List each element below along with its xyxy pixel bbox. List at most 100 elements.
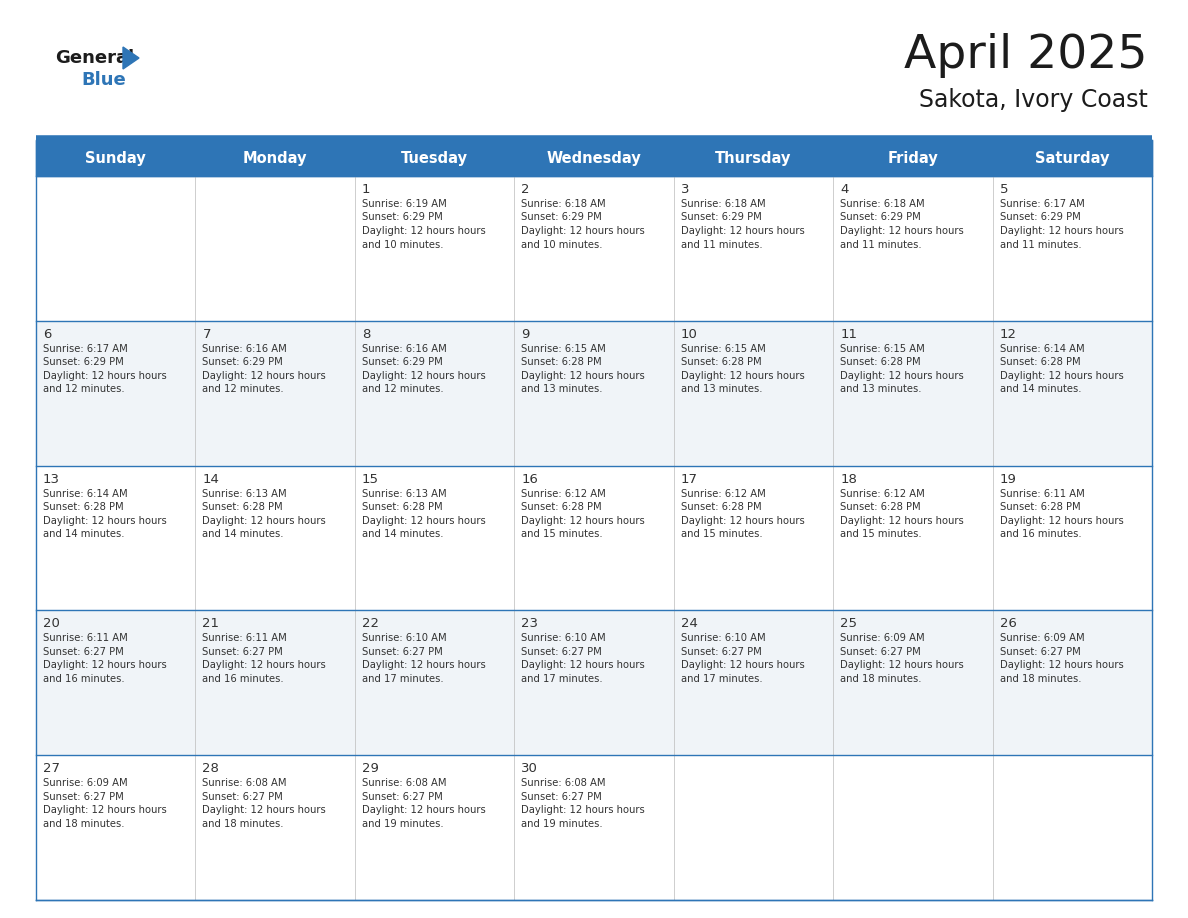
Text: 4: 4 (840, 183, 848, 196)
Text: Daylight: 12 hours hours: Daylight: 12 hours hours (522, 516, 645, 526)
Text: Daylight: 12 hours hours: Daylight: 12 hours hours (362, 226, 486, 236)
Text: and 11 minutes.: and 11 minutes. (681, 240, 763, 250)
Text: and 12 minutes.: and 12 minutes. (43, 385, 125, 395)
Text: 22: 22 (362, 618, 379, 631)
Text: Monday: Monday (242, 151, 308, 165)
Text: Sunset: 6:27 PM: Sunset: 6:27 PM (362, 647, 443, 657)
Text: Sunday: Sunday (86, 151, 146, 165)
Text: 27: 27 (43, 762, 61, 775)
Text: Sunrise: 6:12 AM: Sunrise: 6:12 AM (681, 488, 765, 498)
Text: and 18 minutes.: and 18 minutes. (840, 674, 922, 684)
Text: Daylight: 12 hours hours: Daylight: 12 hours hours (362, 805, 486, 815)
Text: and 14 minutes.: and 14 minutes. (202, 529, 284, 539)
Text: Sunset: 6:29 PM: Sunset: 6:29 PM (362, 357, 443, 367)
Text: Sunrise: 6:11 AM: Sunrise: 6:11 AM (999, 488, 1085, 498)
Text: Daylight: 12 hours hours: Daylight: 12 hours hours (202, 805, 327, 815)
Text: 6: 6 (43, 328, 51, 341)
Bar (36, 610, 1152, 756)
Text: and 13 minutes.: and 13 minutes. (681, 385, 763, 395)
Text: Daylight: 12 hours hours: Daylight: 12 hours hours (522, 371, 645, 381)
Text: 15: 15 (362, 473, 379, 486)
Text: Sunrise: 6:17 AM: Sunrise: 6:17 AM (43, 344, 128, 353)
Text: and 14 minutes.: and 14 minutes. (43, 529, 125, 539)
Text: and 11 minutes.: and 11 minutes. (999, 240, 1081, 250)
Text: and 19 minutes.: and 19 minutes. (362, 819, 443, 829)
Text: Sunrise: 6:11 AM: Sunrise: 6:11 AM (202, 633, 287, 644)
Bar (36, 176, 1152, 320)
Text: and 16 minutes.: and 16 minutes. (202, 674, 284, 684)
Text: Wednesday: Wednesday (546, 151, 642, 165)
Text: and 16 minutes.: and 16 minutes. (43, 674, 125, 684)
Text: Daylight: 12 hours hours: Daylight: 12 hours hours (681, 371, 804, 381)
Text: Daylight: 12 hours hours: Daylight: 12 hours hours (999, 371, 1124, 381)
Text: Thursday: Thursday (715, 151, 791, 165)
Text: and 17 minutes.: and 17 minutes. (522, 674, 604, 684)
Text: Sunset: 6:29 PM: Sunset: 6:29 PM (202, 357, 283, 367)
Text: Daylight: 12 hours hours: Daylight: 12 hours hours (840, 371, 963, 381)
Text: Daylight: 12 hours hours: Daylight: 12 hours hours (43, 805, 166, 815)
Text: Sunset: 6:27 PM: Sunset: 6:27 PM (681, 647, 762, 657)
Bar (36, 756, 1152, 900)
Text: Sunrise: 6:08 AM: Sunrise: 6:08 AM (522, 778, 606, 789)
Text: Sunrise: 6:15 AM: Sunrise: 6:15 AM (681, 344, 765, 353)
Text: 7: 7 (202, 328, 211, 341)
Text: Daylight: 12 hours hours: Daylight: 12 hours hours (999, 516, 1124, 526)
Text: Tuesday: Tuesday (402, 151, 468, 165)
Text: Daylight: 12 hours hours: Daylight: 12 hours hours (999, 226, 1124, 236)
Text: Sunrise: 6:17 AM: Sunrise: 6:17 AM (999, 199, 1085, 209)
Text: and 18 minutes.: and 18 minutes. (43, 819, 125, 829)
Text: Daylight: 12 hours hours: Daylight: 12 hours hours (362, 660, 486, 670)
Bar (36, 320, 1152, 465)
Text: Daylight: 12 hours hours: Daylight: 12 hours hours (840, 516, 963, 526)
Text: and 15 minutes.: and 15 minutes. (840, 529, 922, 539)
Text: and 17 minutes.: and 17 minutes. (681, 674, 763, 684)
Text: Daylight: 12 hours hours: Daylight: 12 hours hours (43, 660, 166, 670)
Text: Sunset: 6:27 PM: Sunset: 6:27 PM (522, 647, 602, 657)
Text: and 10 minutes.: and 10 minutes. (522, 240, 602, 250)
Text: Daylight: 12 hours hours: Daylight: 12 hours hours (681, 226, 804, 236)
Text: 2: 2 (522, 183, 530, 196)
Text: 16: 16 (522, 473, 538, 486)
Text: and 15 minutes.: and 15 minutes. (522, 529, 604, 539)
Text: 18: 18 (840, 473, 857, 486)
Text: 24: 24 (681, 618, 697, 631)
Text: and 10 minutes.: and 10 minutes. (362, 240, 443, 250)
Text: Daylight: 12 hours hours: Daylight: 12 hours hours (522, 226, 645, 236)
Text: 21: 21 (202, 618, 220, 631)
Bar (36, 140, 1152, 176)
Text: April 2025: April 2025 (904, 32, 1148, 77)
Text: Sunset: 6:27 PM: Sunset: 6:27 PM (840, 647, 921, 657)
Text: Daylight: 12 hours hours: Daylight: 12 hours hours (362, 371, 486, 381)
Text: Sunset: 6:28 PM: Sunset: 6:28 PM (999, 357, 1080, 367)
Text: Sunrise: 6:10 AM: Sunrise: 6:10 AM (362, 633, 447, 644)
Text: and 13 minutes.: and 13 minutes. (522, 385, 602, 395)
Text: Sunset: 6:28 PM: Sunset: 6:28 PM (522, 357, 602, 367)
Text: Sunrise: 6:18 AM: Sunrise: 6:18 AM (681, 199, 765, 209)
Text: 11: 11 (840, 328, 858, 341)
Text: Sunrise: 6:18 AM: Sunrise: 6:18 AM (840, 199, 924, 209)
Text: Sunset: 6:28 PM: Sunset: 6:28 PM (840, 357, 921, 367)
Text: Daylight: 12 hours hours: Daylight: 12 hours hours (362, 516, 486, 526)
Text: Sunrise: 6:08 AM: Sunrise: 6:08 AM (362, 778, 447, 789)
Text: Sunset: 6:27 PM: Sunset: 6:27 PM (43, 647, 124, 657)
Text: Daylight: 12 hours hours: Daylight: 12 hours hours (43, 516, 166, 526)
Text: 13: 13 (43, 473, 61, 486)
Text: 10: 10 (681, 328, 697, 341)
Text: 12: 12 (999, 328, 1017, 341)
Text: and 14 minutes.: and 14 minutes. (362, 529, 443, 539)
Text: Daylight: 12 hours hours: Daylight: 12 hours hours (681, 516, 804, 526)
Text: and 14 minutes.: and 14 minutes. (999, 385, 1081, 395)
Text: Daylight: 12 hours hours: Daylight: 12 hours hours (202, 660, 327, 670)
Text: 9: 9 (522, 328, 530, 341)
Text: Sunrise: 6:13 AM: Sunrise: 6:13 AM (202, 488, 287, 498)
Text: Sunrise: 6:14 AM: Sunrise: 6:14 AM (999, 344, 1085, 353)
Polygon shape (124, 47, 139, 69)
Text: Sunrise: 6:14 AM: Sunrise: 6:14 AM (43, 488, 127, 498)
Text: Sunrise: 6:10 AM: Sunrise: 6:10 AM (522, 633, 606, 644)
Text: Blue: Blue (81, 71, 126, 89)
Text: Sunset: 6:27 PM: Sunset: 6:27 PM (202, 791, 283, 801)
Text: Sunrise: 6:15 AM: Sunrise: 6:15 AM (522, 344, 606, 353)
Text: Sunset: 6:28 PM: Sunset: 6:28 PM (522, 502, 602, 512)
Text: Sunrise: 6:13 AM: Sunrise: 6:13 AM (362, 488, 447, 498)
Text: and 17 minutes.: and 17 minutes. (362, 674, 443, 684)
